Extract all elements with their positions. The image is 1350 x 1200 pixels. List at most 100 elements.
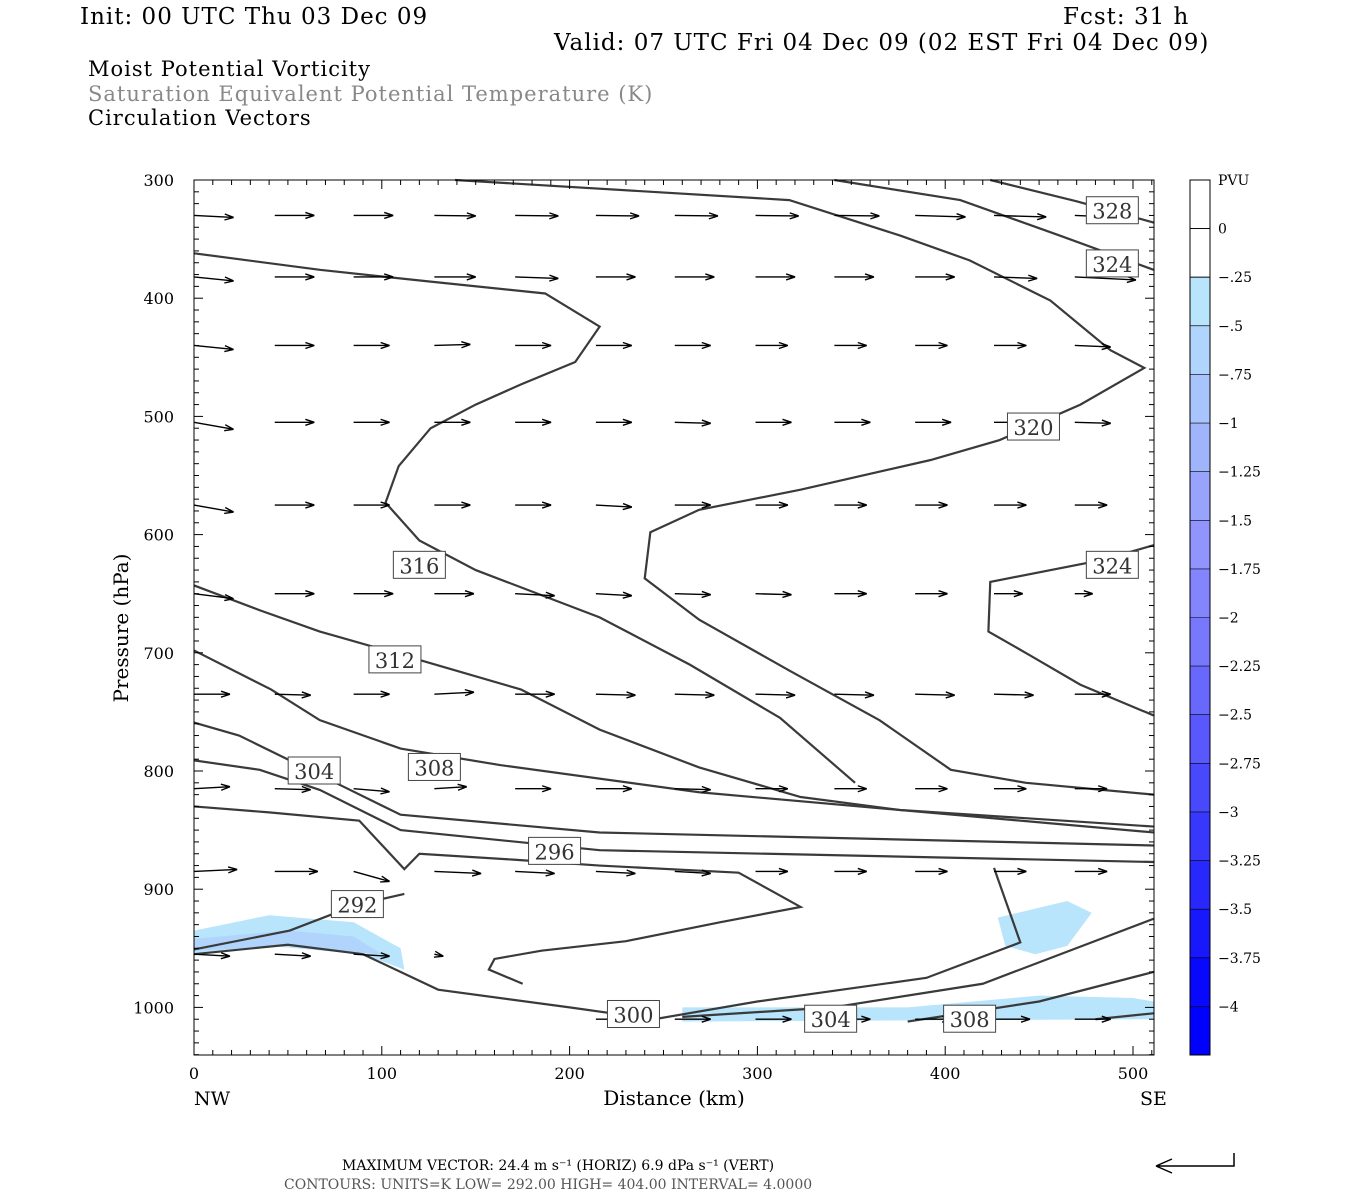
colorbar-label: −3.25	[1218, 854, 1261, 870]
circulation-vector	[994, 501, 1027, 509]
theta-es-contour-316	[193, 252, 856, 784]
colorbar-swatch	[1190, 520, 1210, 569]
circulation-vector	[915, 273, 955, 281]
circulation-vector	[353, 501, 390, 509]
theta-es-contour-308	[193, 649, 1154, 834]
circulation-vector	[915, 341, 948, 350]
circulation-vector	[353, 273, 394, 281]
theta-es-contour-300	[193, 759, 1154, 864]
circulation-vector	[515, 785, 552, 793]
circulation-vector	[274, 341, 315, 350]
y-tick-label: 900	[143, 880, 174, 899]
circulation-vector	[595, 869, 636, 877]
field-title-mpv: Moist Potential Vorticity	[88, 57, 371, 81]
contour-label: 304	[294, 760, 334, 784]
circulation-vector	[994, 691, 1034, 699]
circulation-vector	[193, 504, 234, 515]
circulation-vector	[595, 273, 636, 281]
circulation-vector	[674, 869, 712, 877]
colorbar-swatch	[1190, 1006, 1210, 1055]
contour-label: 316	[399, 554, 439, 578]
contour-label: 300	[613, 1003, 653, 1027]
circulation-vector	[193, 866, 238, 874]
colorbar-swatch	[1190, 860, 1210, 910]
circulation-vector	[834, 590, 868, 598]
circulation-vector	[433, 950, 444, 958]
circulation-vector	[1074, 1015, 1112, 1023]
circulation-vector	[193, 952, 231, 960]
circulation-vector	[1074, 785, 1108, 793]
y-tick-label: 400	[143, 289, 174, 308]
colorbar-label: 0	[1218, 222, 1227, 238]
circulation-vector	[595, 591, 633, 599]
x-tick-label: 300	[742, 1064, 773, 1083]
contour-label-box	[1006, 412, 1060, 441]
colorbar-label: −4	[1218, 999, 1239, 1015]
circulation-vector	[1074, 867, 1108, 876]
contour-label-box	[287, 756, 341, 785]
x-axis-label: Distance (km)	[603, 1086, 745, 1110]
circulation-vector	[515, 418, 552, 426]
colorbar-label: −1	[1218, 416, 1239, 432]
y-tick-label: 800	[143, 762, 174, 781]
circulation-vector	[755, 590, 792, 599]
circulation-vector	[515, 869, 555, 877]
colorbar-label: −3.75	[1218, 951, 1261, 967]
circulation-vector	[353, 590, 394, 598]
circulation-vector	[434, 273, 477, 281]
circulation-vector	[515, 690, 555, 698]
theta-es-contour-320	[454, 178, 1154, 796]
max-vector-info: MAXIMUM VECTOR: 24.4 m s⁻¹ (HORIZ) 6.9 d…	[342, 1158, 775, 1174]
circulation-vector	[434, 783, 468, 791]
circulation-vector	[595, 691, 636, 699]
x-endpoint-right: SE	[1140, 1088, 1167, 1110]
circulation-vector	[834, 418, 871, 426]
circulation-vector	[674, 273, 715, 281]
circulation-vector	[274, 211, 315, 220]
circulation-vector	[193, 344, 234, 353]
contour-label: 328	[1092, 200, 1132, 224]
circulation-vector	[915, 590, 948, 598]
circulation-vector	[434, 418, 471, 426]
colorbar-swatch	[1189, 179, 1211, 230]
y-tick-label: 300	[143, 171, 174, 190]
circulation-vector	[674, 590, 712, 599]
colorbar-label: −1.25	[1218, 465, 1261, 481]
colorbar-swatch	[1189, 228, 1211, 278]
contour-label: 324	[1092, 253, 1132, 277]
circulation-vector	[353, 690, 390, 698]
field-title-vectors: Circulation Vectors	[88, 106, 312, 130]
circulation-vector	[994, 785, 1027, 793]
circulation-vector	[674, 785, 712, 794]
circulation-vector	[274, 501, 315, 509]
forecast-hour: Fcst: 31 h	[1063, 4, 1190, 30]
circulation-vector	[515, 341, 552, 350]
colorbar-label: −2.25	[1218, 659, 1261, 675]
circulation-vector	[674, 212, 719, 220]
circulation-vector	[755, 212, 799, 220]
circulation-vector	[515, 274, 559, 282]
contour-label: 308	[950, 1008, 990, 1032]
circulation-vector	[994, 867, 1027, 876]
circulation-vector	[834, 212, 880, 220]
theta-es-contour-304	[193, 721, 1154, 847]
circulation-vector	[915, 501, 948, 509]
contour-label: 304	[811, 1008, 851, 1032]
colorbar-swatch	[1190, 568, 1210, 618]
circulation-vector	[994, 213, 1047, 221]
contour-label-box	[606, 999, 660, 1028]
contour-label: 308	[414, 756, 454, 780]
circulation-vector	[434, 341, 471, 349]
colorbar-label: −3.5	[1218, 902, 1252, 918]
circulation-vector	[834, 785, 868, 793]
circulation-vector	[193, 276, 234, 284]
circulation-vector	[994, 590, 1024, 598]
circulation-vector	[353, 952, 390, 960]
colorbar-swatch	[1190, 909, 1210, 958]
circulation-vector	[274, 590, 315, 598]
x-tick-label: 100	[367, 1064, 398, 1083]
contour-label-box	[804, 1004, 858, 1033]
circulation-vector	[915, 418, 952, 426]
circulation-vector	[515, 212, 559, 220]
